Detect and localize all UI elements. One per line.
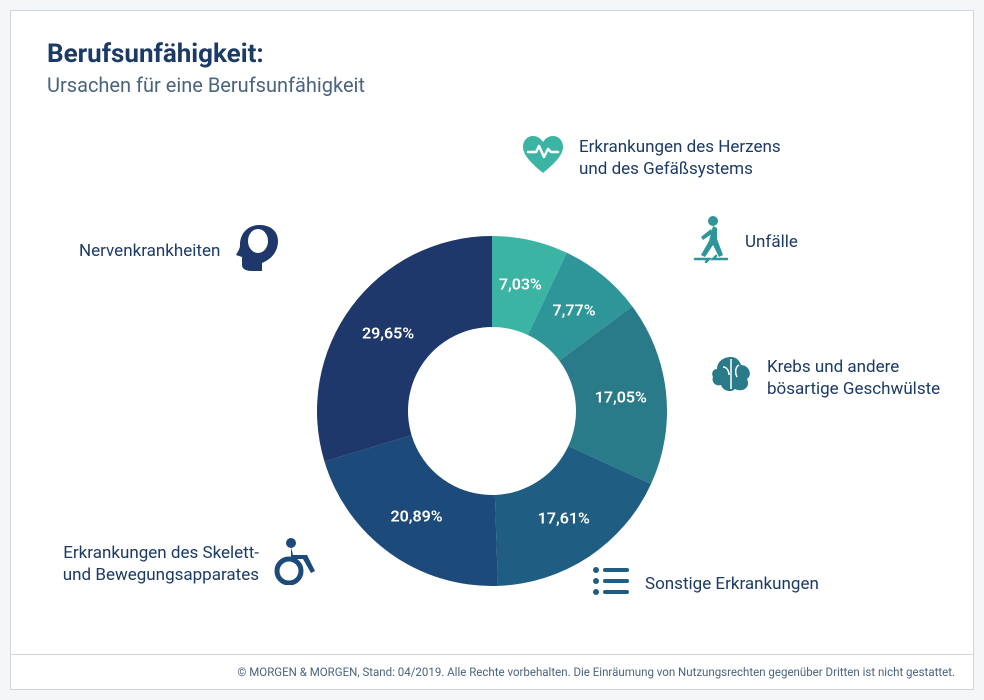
walk-accident-icon (691, 215, 731, 270)
label-text: Erkrankungen des Skelett- und Bewegungsa… (39, 542, 259, 588)
header: Berufsunfähigkeit: Ursachen für eine Ber… (11, 11, 973, 97)
label-text: Erkrankungen des Herzens und des Gefäßsy… (579, 136, 799, 182)
label-text: Sonstige Erkrankungen (645, 573, 819, 596)
label-skelett: Erkrankungen des Skelett- und Bewegungsa… (39, 537, 317, 592)
label-text: Unfälle (745, 231, 798, 254)
label-sonstige: Sonstige Erkrankungen (591, 565, 819, 604)
head-icon (234, 223, 280, 280)
pct-label-nerven: 29,65% (362, 324, 414, 343)
label-krebs: Krebs und andere bösartige Geschwülste (709, 355, 973, 402)
footer: © MORGEN & MORGEN, Stand: 04/2019. Alle … (11, 654, 973, 689)
pct-label-herz: 7,03% (499, 275, 542, 294)
pct-label-unfall: 7,77% (553, 301, 596, 320)
heart-pulse-icon (521, 135, 565, 182)
wheelchair-icon (273, 537, 317, 592)
copyright-text: © MORGEN & MORGEN, Stand: 04/2019. Alle … (237, 665, 955, 679)
chart-subtitle: Ursachen für eine Berufsunfähigkeit (47, 73, 937, 97)
pct-label-skelett: 20,89% (390, 506, 442, 525)
pct-label-krebs: 17,05% (595, 387, 647, 406)
chart-area: 7,03% 7,77% 17,05% 17,61% 20,89% 29,65% Erkra… (11, 97, 973, 657)
label-text: Krebs und andere bösartige Geschwülste (767, 356, 973, 402)
label-text: Nervenkrankheiten (79, 240, 220, 263)
donut-chart: 7,03% 7,77% 17,05% 17,61% 20,89% 29,65% (317, 236, 667, 586)
pct-label-sonstige: 17,61% (538, 509, 590, 528)
list-icon (591, 565, 631, 604)
chart-card: Berufsunfähigkeit: Ursachen für eine Ber… (10, 10, 974, 690)
label-herz: Erkrankungen des Herzens und des Gefäßsy… (521, 135, 799, 182)
label-nerven: Nervenkrankheiten (79, 223, 280, 280)
donut-segment-nerven (317, 236, 492, 461)
chart-title: Berufsunfähigkeit: (47, 39, 937, 69)
label-unfall: Unfälle (691, 215, 798, 270)
brain-icon (709, 355, 753, 402)
